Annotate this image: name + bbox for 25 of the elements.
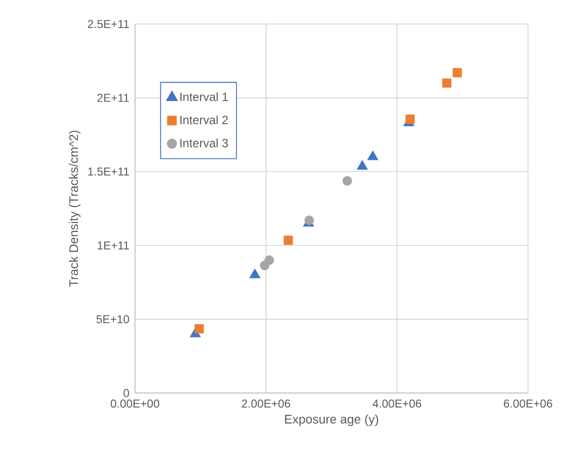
x-tick-label: 0.00E+00	[110, 400, 160, 408]
point	[342, 176, 352, 186]
y-tick-label: 1.5E+11	[88, 168, 129, 176]
legend-label: Interval 1	[180, 92, 228, 102]
legend-label: Interval 2	[180, 115, 228, 124]
y-tick-label: 0	[124, 388, 130, 398]
y-tick-label: 2E+11	[97, 94, 129, 102]
point	[284, 236, 293, 245]
point	[264, 255, 274, 265]
y-axis-title: Track Density (Tracks/cm^2)	[68, 130, 80, 287]
x-axis-title: Exposure age (y)	[285, 414, 378, 426]
point	[356, 160, 368, 170]
point	[367, 150, 378, 160]
x-tick-label: 6.00E+06	[504, 400, 552, 408]
point	[452, 68, 462, 78]
point	[249, 268, 260, 278]
point	[406, 114, 415, 124]
point	[194, 324, 204, 334]
x-tick-label: 2.00E+06	[242, 400, 290, 408]
y-tick-label: 2.5E+11	[88, 20, 129, 28]
legend-label: Interval 3	[180, 138, 228, 148]
y-tick-label: 1E+11	[98, 241, 129, 250]
point	[442, 78, 452, 88]
y-tick-label: 5E+10	[96, 315, 130, 324]
x-tick-label: 4.00E+06	[372, 400, 422, 408]
